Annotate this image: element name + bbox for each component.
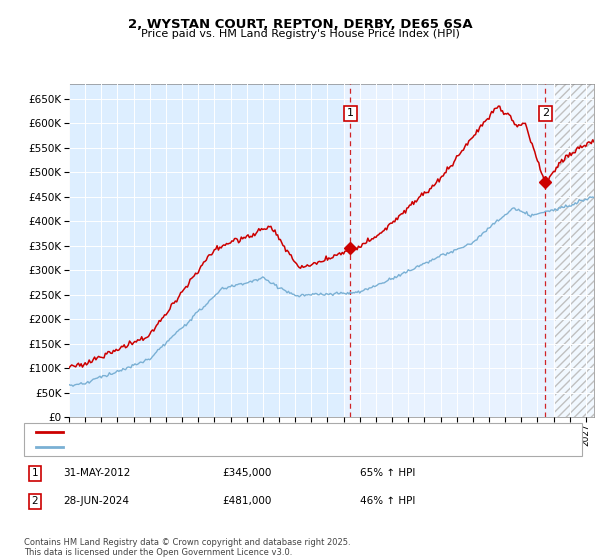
Text: 65% ↑ HPI: 65% ↑ HPI <box>360 468 415 478</box>
Text: 28-JUN-2024: 28-JUN-2024 <box>63 496 129 506</box>
Text: £481,000: £481,000 <box>222 496 271 506</box>
Text: 2: 2 <box>31 496 38 506</box>
Text: 1: 1 <box>347 109 354 118</box>
Text: HPI: Average price, detached house, South Derbyshire: HPI: Average price, detached house, Sout… <box>69 442 335 452</box>
Text: 2, WYSTAN COURT, REPTON, DERBY, DE65 6SA (detached house): 2, WYSTAN COURT, REPTON, DERBY, DE65 6SA… <box>69 427 388 437</box>
Text: 46% ↑ HPI: 46% ↑ HPI <box>360 496 415 506</box>
Text: 31-MAY-2012: 31-MAY-2012 <box>63 468 130 478</box>
Text: Contains HM Land Registry data © Crown copyright and database right 2025.
This d: Contains HM Land Registry data © Crown c… <box>24 538 350 557</box>
Text: Price paid vs. HM Land Registry's House Price Index (HPI): Price paid vs. HM Land Registry's House … <box>140 29 460 39</box>
Text: 2: 2 <box>542 109 549 118</box>
Bar <box>344 84 554 417</box>
Bar <box>554 84 594 417</box>
Text: 2, WYSTAN COURT, REPTON, DERBY, DE65 6SA: 2, WYSTAN COURT, REPTON, DERBY, DE65 6SA <box>128 18 472 31</box>
Text: 1: 1 <box>31 468 38 478</box>
Text: £345,000: £345,000 <box>222 468 271 478</box>
Bar <box>554 84 594 417</box>
